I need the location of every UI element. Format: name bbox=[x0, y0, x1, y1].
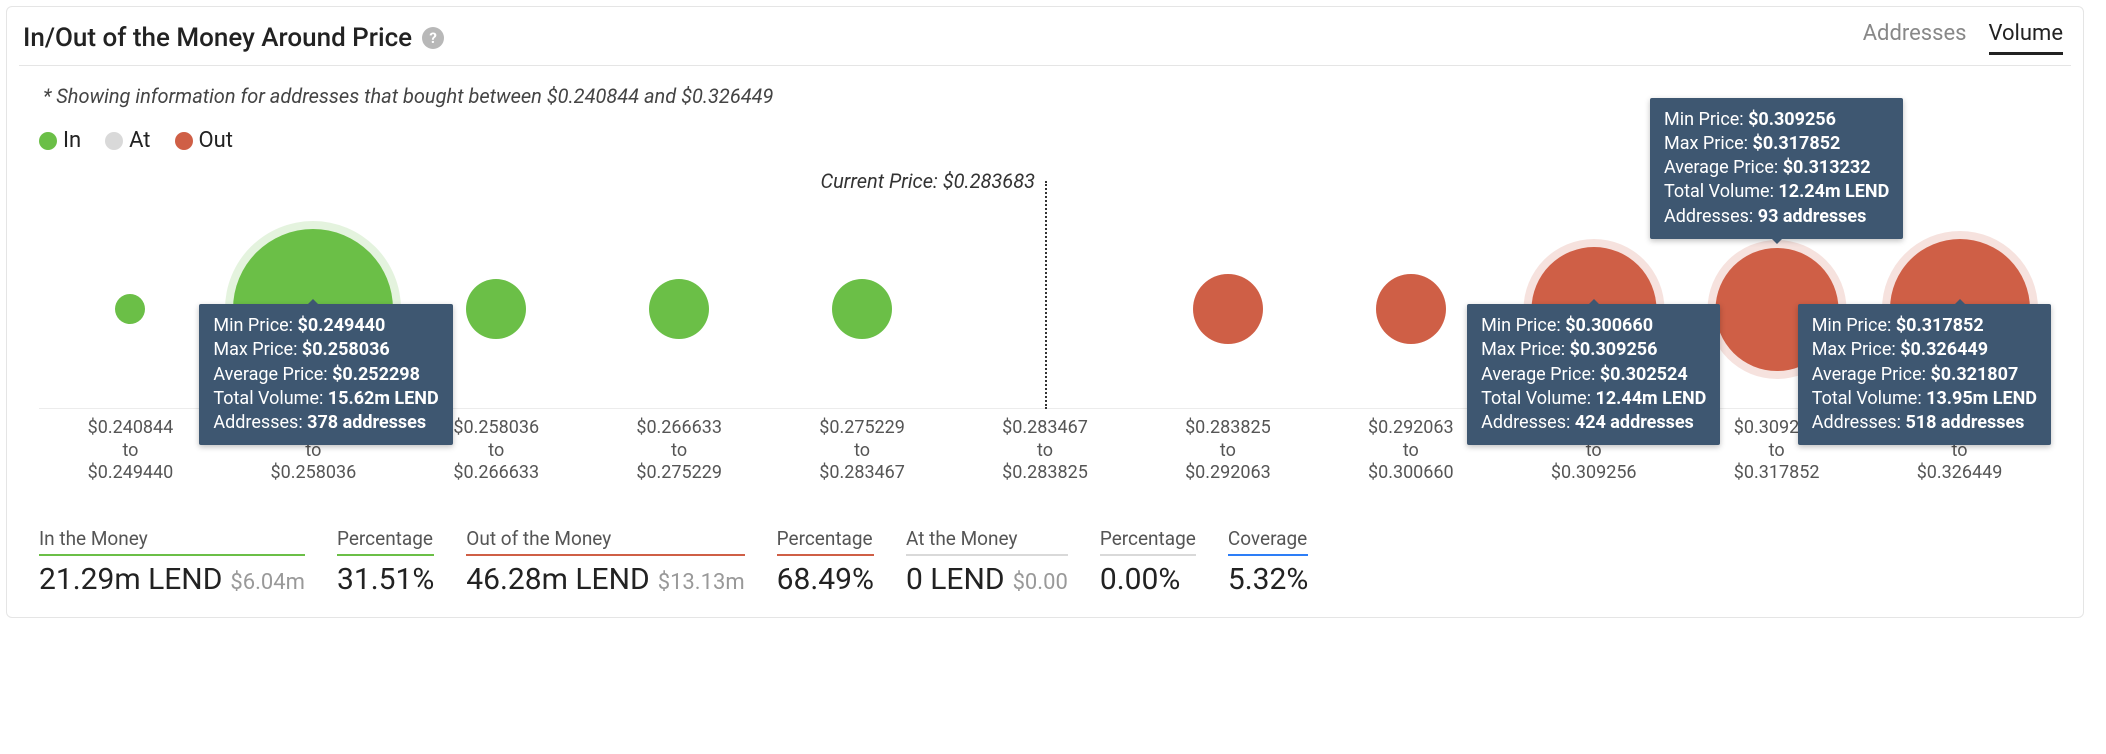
tooltip-10: Min Price: $0.317852Max Price: $0.326449… bbox=[1798, 304, 2051, 445]
tooltip-9: Min Price: $0.309256Max Price: $0.317852… bbox=[1650, 98, 1903, 239]
summary-label: In the Money bbox=[39, 527, 305, 556]
bubble-4[interactable] bbox=[832, 279, 892, 409]
iomap-card: In/Out of the Money Around Price ? Addre… bbox=[6, 6, 2084, 618]
xaxis-bin-3: $0.266633to$0.275229 bbox=[588, 417, 771, 485]
summary-value: 0.00% bbox=[1100, 562, 1196, 597]
summary-label: Percentage bbox=[1100, 527, 1196, 556]
summary-percentage: Percentage 31.51% bbox=[337, 527, 434, 597]
tooltip-8: Min Price: $0.300660Max Price: $0.309256… bbox=[1467, 304, 1720, 445]
bubble-0[interactable] bbox=[115, 294, 145, 409]
summary-label: Out of the Money bbox=[466, 527, 744, 556]
summary-at-the-money: At the Money 0 LEND$0.00 bbox=[906, 527, 1068, 597]
card-title: In/Out of the Money Around Price bbox=[23, 23, 412, 53]
bubble-chart: Current Price: $0.283683Min Price: $0.24… bbox=[39, 169, 2051, 409]
current-price-label: Current Price: $0.283683 bbox=[820, 169, 1035, 193]
summary-out-of-the-money: Out of the Money 46.28m LEND$13.13m bbox=[466, 527, 744, 597]
legend-item-out: Out bbox=[175, 128, 233, 153]
legend-item-at: At bbox=[105, 128, 150, 153]
summary-value: 46.28m LEND$13.13m bbox=[466, 562, 744, 597]
summary-value: 31.51% bbox=[337, 562, 434, 597]
legend-item-in: In bbox=[39, 128, 81, 153]
bubble-2[interactable] bbox=[466, 279, 526, 409]
current-price-line bbox=[1045, 181, 1047, 409]
bubble-3[interactable] bbox=[649, 279, 709, 409]
summary-label: Percentage bbox=[777, 527, 874, 556]
summary-value: 5.32% bbox=[1228, 562, 1308, 597]
legend-label: At bbox=[129, 128, 150, 153]
legend-label: In bbox=[63, 128, 81, 153]
tab-volume[interactable]: Volume bbox=[1989, 21, 2064, 55]
xaxis-bin-4: $0.275229to$0.283467 bbox=[771, 417, 954, 485]
xaxis-bin-5: $0.283467to$0.283825 bbox=[954, 417, 1137, 485]
tabs: Addresses Volume bbox=[1863, 21, 2063, 55]
summary-coverage: Coverage 5.32% bbox=[1228, 527, 1308, 597]
legend-dot-out bbox=[175, 132, 193, 150]
xaxis-bin-0: $0.240844to$0.249440 bbox=[39, 417, 222, 485]
bubble-7[interactable] bbox=[1376, 274, 1446, 409]
tooltip-1: Min Price: $0.249440Max Price: $0.258036… bbox=[199, 304, 452, 445]
xaxis-bin-6: $0.283825to$0.292063 bbox=[1136, 417, 1319, 485]
summary-value: 68.49% bbox=[777, 562, 874, 597]
summary-percentage: Percentage 0.00% bbox=[1100, 527, 1196, 597]
bubble-6[interactable] bbox=[1193, 274, 1263, 409]
legend-label: Out bbox=[199, 128, 233, 153]
summary-label: Percentage bbox=[337, 527, 434, 556]
summary-label: At the Money bbox=[906, 527, 1068, 556]
legend-dot-at bbox=[105, 132, 123, 150]
summary-label: Coverage bbox=[1228, 527, 1308, 556]
title-wrap: In/Out of the Money Around Price ? bbox=[23, 23, 444, 53]
summary-in-the-money: In the Money 21.29m LEND$6.04m bbox=[39, 527, 305, 597]
summary-percentage: Percentage 68.49% bbox=[777, 527, 874, 597]
tab-addresses[interactable]: Addresses bbox=[1863, 21, 1967, 55]
legend-dot-in bbox=[39, 132, 57, 150]
summary-value: 21.29m LEND$6.04m bbox=[39, 562, 305, 597]
card-header: In/Out of the Money Around Price ? Addre… bbox=[19, 15, 2071, 66]
summary-value: 0 LEND$0.00 bbox=[906, 562, 1068, 597]
help-icon[interactable]: ? bbox=[422, 27, 444, 49]
summary-row: In the Money 21.29m LEND$6.04m Percentage 3… bbox=[39, 527, 2051, 597]
